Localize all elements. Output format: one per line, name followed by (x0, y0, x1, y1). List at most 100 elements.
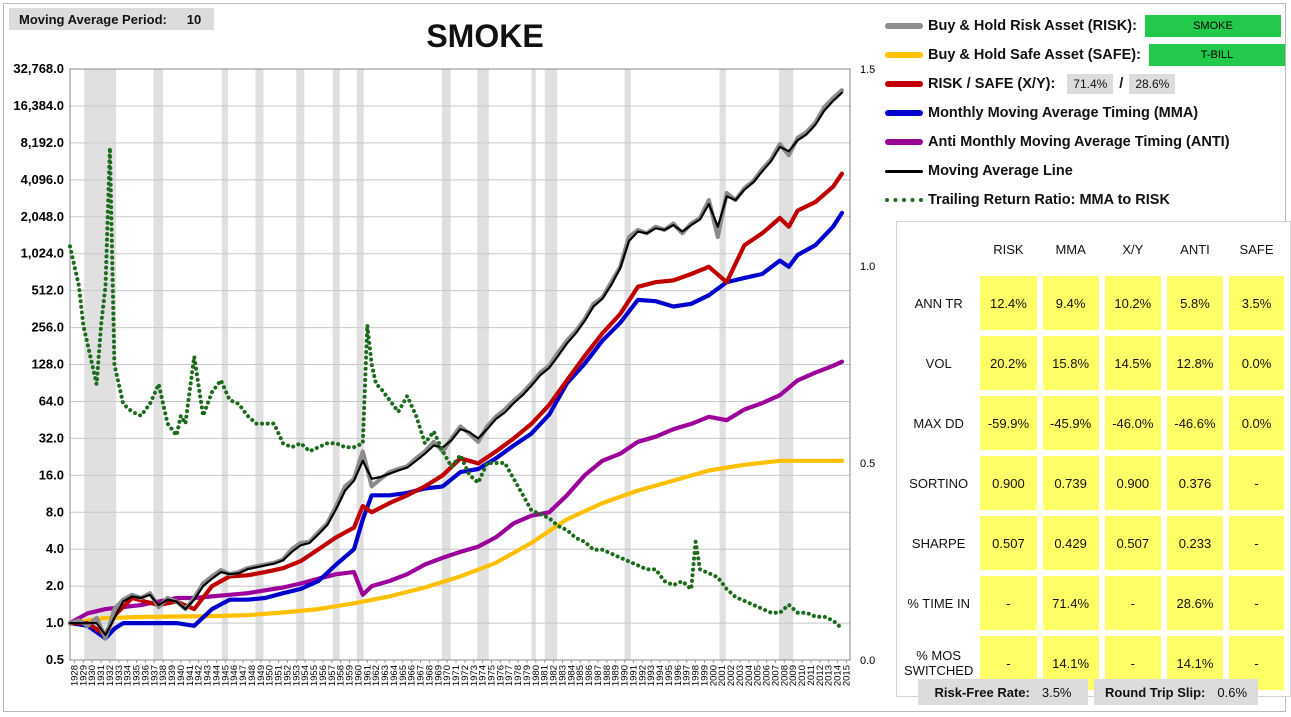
y2-tick-label: 1.0 (860, 261, 875, 273)
x-tick-label: 1942 (194, 665, 205, 686)
x-tick-label: 1957 (327, 665, 338, 686)
stats-col-header: ANTI (1180, 241, 1210, 257)
stats-cell: - (1104, 576, 1161, 630)
legend-anti: Anti Monthly Moving Average Timing (ANTI… (885, 130, 1230, 154)
x-tick-label: 1972 (460, 665, 471, 686)
x-tick-label: 2014 (833, 665, 844, 686)
x-tick-label: 1952 (282, 665, 293, 686)
legend-ma-label: Moving Average Line (928, 163, 1073, 179)
x-tick-label: 1964 (389, 665, 400, 686)
stats-cell: 14.1% (1042, 636, 1099, 690)
x-tick-label: 2003 (735, 665, 746, 686)
round-trip-slip-value[interactable]: 0.6% (1217, 684, 1248, 700)
x-tick-label: 1960 (353, 665, 364, 686)
legend-mma-swatch (885, 110, 923, 116)
x-tick-label: 1981 (540, 665, 551, 686)
x-tick-label: 1998 (691, 665, 702, 686)
x-tick-label: 1937 (149, 665, 160, 686)
stats-cell: 12.4% (980, 276, 1037, 330)
y-tick-label: 2.0 (46, 578, 64, 593)
x-tick-label: 1973 (469, 665, 480, 686)
stats-cell: 0.233 (1166, 516, 1224, 570)
x-tick-label: 1971 (451, 665, 462, 686)
y-tick-label: 8.0 (46, 504, 64, 519)
x-tick-label: 1962 (371, 665, 382, 686)
y-tick-label: 128.0 (31, 357, 64, 372)
chart-title: SMOKE (426, 18, 544, 54)
x-tick-label: 2011 (806, 665, 817, 685)
y2-tick-label: 0.0 (860, 655, 875, 667)
x-tick-label: 1931 (96, 665, 107, 686)
risk-pct-box: 71.4% (1067, 74, 1114, 94)
stats-cell: 28.6% (1166, 576, 1224, 630)
stats-cell: 0.739 (1042, 456, 1099, 510)
x-tick-label: 1930 (87, 665, 98, 686)
stats-row-label: % MOS SWITCHED (904, 648, 974, 678)
x-tick-label: 1974 (478, 665, 489, 686)
safe-pct-box: 28.6% (1129, 74, 1176, 94)
x-tick-label: 2007 (770, 665, 781, 686)
stats-cell: 71.4% (1042, 576, 1099, 630)
stats-cell: 0.507 (980, 516, 1037, 570)
pct-separator: / (1119, 76, 1124, 92)
x-tick-label: 1933 (114, 665, 125, 686)
x-tick-label: 1939 (167, 665, 178, 686)
x-tick-label: 1987 (593, 665, 604, 686)
y-tick-label: 16.0 (39, 467, 64, 482)
series-line (67, 171, 845, 638)
x-tick-label: 1928 (69, 665, 80, 686)
x-tick-label: 2013 (824, 665, 835, 686)
x-tick-label: 1990 (620, 665, 631, 686)
x-tick-label: 2015 (841, 665, 852, 686)
stats-cell: 14.5% (1104, 336, 1161, 390)
stats-row: SORTINO 0.900 0.739 0.900 0.376 - (903, 456, 1284, 510)
stats-col-header: MMA (1055, 241, 1086, 257)
x-tick-label: 1946 (229, 665, 240, 686)
y-tick-label: 2,048.0 (21, 209, 64, 224)
y-tick-label: 1,024.0 (21, 246, 64, 261)
risk-free-rate-value[interactable]: 3.5% (1041, 684, 1072, 700)
stats-row: SHARPE 0.507 0.429 0.507 0.233 - (903, 516, 1284, 570)
y-tick-label: 32.0 (39, 430, 64, 445)
x-tick-label: 1979 (522, 665, 533, 686)
y2-tick-label: 1.5 (860, 64, 875, 76)
risk-asset-tag[interactable]: SMOKE (1144, 15, 1281, 37)
x-tick-label: 1947 (238, 665, 249, 686)
legend-ma-swatch (885, 169, 923, 173)
y-tick-label: 256.0 (31, 320, 64, 335)
stats-col-header: SAFE (1239, 241, 1274, 257)
stats-row: VOL 20.2% 15.8% 14.5% 12.8% 0.0% (903, 336, 1284, 390)
x-tick-label: 2001 (717, 665, 728, 686)
legend-xy: RISK / SAFE (X/Y): 71.4% / 28.6% (885, 72, 1176, 96)
x-tick-label: 1999 (699, 665, 710, 686)
x-tick-label: 1943 (203, 665, 214, 686)
stats-cell: 9.4% (1042, 276, 1099, 330)
x-tick-label: 1938 (158, 665, 169, 686)
x-tick-label: 1970 (442, 665, 453, 686)
y2-tick-label: 0.5 (860, 458, 875, 470)
x-tick-label: 1986 (584, 665, 595, 686)
x-tick-label: 1975 (487, 665, 498, 686)
x-tick-label: 1953 (291, 665, 302, 686)
stats-cell: 0.0% (1229, 336, 1284, 390)
safe-asset-tag[interactable]: T-BILL (1148, 44, 1285, 66)
x-tick-label: 1983 (557, 665, 568, 686)
stats-col-header: X/Y (1122, 241, 1144, 257)
moving-average-period-value[interactable]: 10 (186, 11, 202, 27)
stats-cell: - (980, 576, 1037, 630)
x-tick-label: 2005 (753, 665, 764, 686)
stats-cell: 10.2% (1104, 276, 1161, 330)
y-tick-label: 32,768.0 (13, 61, 64, 76)
x-tick-label: 1941 (185, 665, 196, 686)
x-tick-label: 1992 (637, 665, 648, 686)
chart-plot: 32,768.0 16,384.0 8,192.0 4,096.0 2,048.0 1,0… (13, 61, 875, 686)
x-tick-label: 1997 (682, 665, 693, 686)
series-line (68, 91, 844, 637)
x-tick-label: 1985 (575, 665, 586, 686)
x-tick-label: 1936 (140, 665, 151, 686)
x-tick-label: 1996 (673, 665, 684, 686)
stats-row-label: SORTINO (909, 475, 969, 491)
risk-free-rate: Risk-Free Rate: 3.5% (918, 679, 1088, 705)
x-tick-label: 1950 (265, 665, 276, 686)
legend-risk: Buy & Hold Risk Asset (RISK): SMOKE (885, 14, 1281, 38)
